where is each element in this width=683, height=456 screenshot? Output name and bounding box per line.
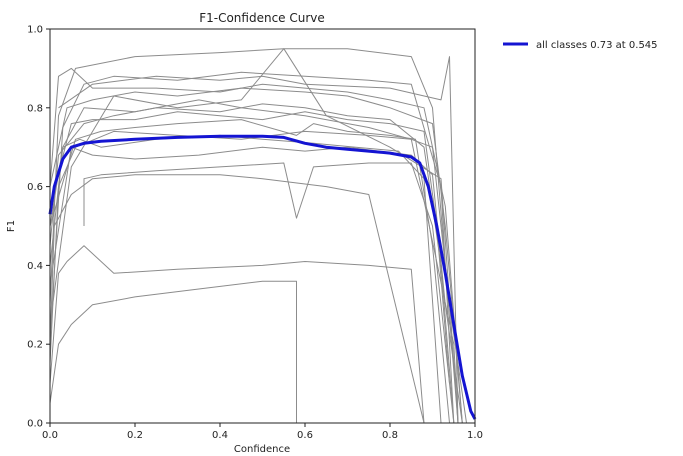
y-tick-label: 0.4 xyxy=(27,261,43,272)
y-tick-label: 0.2 xyxy=(27,340,43,351)
series-class-6 xyxy=(49,119,450,424)
series-class-10 xyxy=(83,162,455,424)
series-class-8 xyxy=(49,146,463,424)
series-class-16 xyxy=(49,99,459,424)
series-class-3 xyxy=(49,87,463,424)
x-tick-label: 0.4 xyxy=(212,430,228,441)
y-axis-label: F1 xyxy=(6,220,17,232)
y-tick-label: 1.0 xyxy=(27,25,43,36)
series-class-11 xyxy=(49,245,425,424)
series-class-2 xyxy=(49,71,455,424)
legend: all classes 0.73 at 0.545 xyxy=(503,40,658,51)
x-tick-label: 0.8 xyxy=(382,430,398,441)
legend-entry: all classes 0.73 at 0.545 xyxy=(536,40,658,51)
y-axis-ticks: 0.0 0.2 0.4 0.6 0.8 1.0 xyxy=(27,25,50,430)
plot-frame xyxy=(49,28,476,424)
x-axis-label: Confidence xyxy=(234,444,290,455)
series-layer xyxy=(48,48,477,424)
series-class-12 xyxy=(49,280,297,423)
series-class-14 xyxy=(49,48,459,424)
series-class-17 xyxy=(58,56,459,424)
y-tick-label: 0.0 xyxy=(27,419,43,430)
x-tick-label: 0.2 xyxy=(127,430,143,441)
x-tick-label: 0.6 xyxy=(297,430,313,441)
series-class-15 xyxy=(49,67,463,424)
series-class-4 xyxy=(49,103,455,424)
chart-title: F1-Confidence Curve xyxy=(199,11,325,25)
series-class-5 xyxy=(49,111,450,384)
series-class-13 xyxy=(49,174,425,424)
y-tick-label: 0.8 xyxy=(27,103,43,114)
x-axis-ticks: 0.0 0.2 0.4 0.6 0.8 1.0 xyxy=(42,423,483,441)
x-tick-label: 1.0 xyxy=(467,430,483,441)
y-tick-label: 0.6 xyxy=(27,182,43,193)
x-tick-label: 0.0 xyxy=(42,430,58,441)
series-all-classes xyxy=(48,134,477,420)
